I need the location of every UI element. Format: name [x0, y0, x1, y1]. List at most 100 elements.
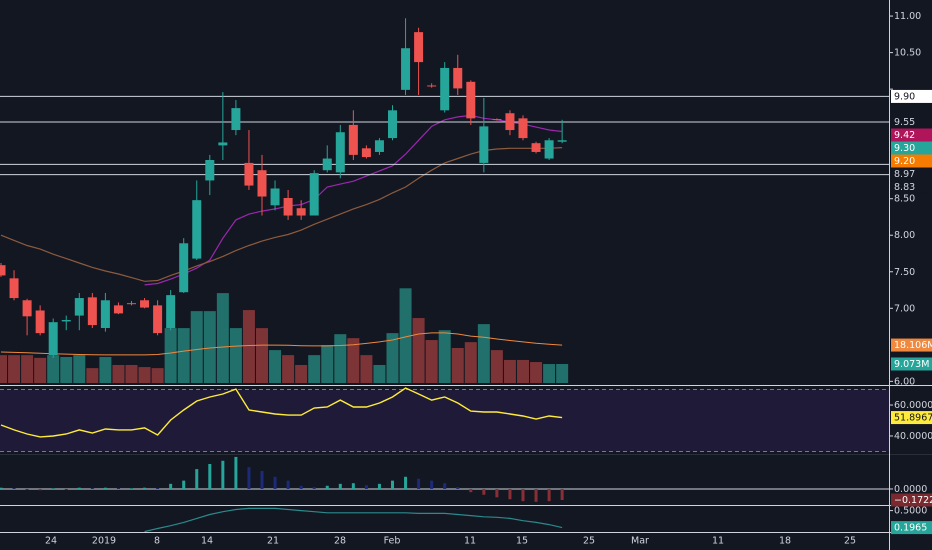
- histogram-bar: [534, 488, 538, 502]
- candle-body: [427, 85, 437, 87]
- level-label-box: [891, 180, 932, 194]
- price-marker-box: [891, 154, 932, 168]
- histogram-bar: [247, 467, 251, 489]
- histogram-bar: [417, 478, 421, 489]
- histogram-bar: [560, 488, 564, 501]
- volume-bar: [399, 288, 412, 383]
- candle-body: [492, 119, 502, 121]
- candle-body: [557, 140, 567, 142]
- candle-body: [205, 159, 215, 181]
- candle-body: [113, 305, 123, 314]
- histogram-bar: [51, 488, 55, 489]
- y-tick-label: 0.5000: [894, 506, 927, 517]
- volume-bar: [334, 334, 347, 383]
- histogram-marker-box: [891, 493, 932, 507]
- histogram-bar: [325, 485, 329, 489]
- volume-bar: [190, 311, 203, 383]
- level-label-box: [891, 167, 932, 181]
- plot-area: [0, 18, 890, 533]
- candle-body: [401, 48, 411, 90]
- volume-marker-box: [891, 338, 932, 352]
- volume-bar: [530, 362, 543, 383]
- candle-body: [374, 140, 384, 152]
- volume-bar: [451, 348, 464, 383]
- x-tick-label: 11: [712, 536, 724, 547]
- histogram-bar: [143, 487, 147, 489]
- candle-body: [166, 295, 176, 329]
- volume-bar: [464, 342, 477, 383]
- candle-body: [453, 67, 463, 89]
- histogram-bar: [521, 488, 525, 502]
- candle-body: [466, 81, 476, 119]
- candle-body: [283, 197, 293, 216]
- histogram-bar: [156, 488, 160, 489]
- histogram-bar: [482, 488, 486, 495]
- candle-body: [100, 300, 110, 329]
- histogram-bar: [469, 488, 473, 493]
- volume-bar: [295, 364, 308, 383]
- candle-body: [231, 108, 241, 131]
- price-marker: 9.30: [894, 143, 915, 154]
- histogram-bar: [377, 483, 381, 489]
- volume-bar: [543, 364, 556, 383]
- candle-body: [531, 143, 541, 152]
- volume-marker: 9.073M: [894, 359, 929, 370]
- histogram-bar: [364, 485, 368, 489]
- level-label-box: [891, 115, 932, 129]
- price-marker-box: [891, 128, 932, 142]
- volume-bar: [360, 355, 373, 383]
- x-tick-label: 28: [334, 536, 346, 547]
- price-marker: 9.20: [894, 156, 915, 167]
- candle-body: [505, 113, 515, 131]
- histogram-bar: [182, 480, 186, 489]
- volume-bar: [203, 311, 216, 383]
- volume-bar: [517, 359, 529, 383]
- volume-ma-line: [0, 332, 563, 356]
- volume-bar: [490, 350, 503, 383]
- oscillator-marker: 0.1965: [894, 523, 927, 534]
- candle-body: [348, 124, 358, 155]
- candle-body: [518, 118, 528, 139]
- histogram-bar: [508, 488, 512, 500]
- level-label: 8.97: [894, 169, 915, 180]
- volume-bar: [125, 364, 138, 383]
- volume-bar: [373, 364, 386, 383]
- volume-bar: [60, 357, 73, 383]
- candle-body: [127, 303, 136, 305]
- y-tick-label: 7.00: [894, 303, 915, 314]
- histogram-bar: [443, 483, 447, 489]
- volume-bar: [86, 368, 99, 383]
- volume-bar: [229, 328, 242, 383]
- histogram-bar: [195, 469, 199, 489]
- candle-body: [192, 200, 202, 259]
- candle-body: [87, 297, 97, 326]
- candle-body: [0, 265, 6, 276]
- volume-bar: [386, 333, 399, 383]
- volume-marker: 18.106M: [894, 340, 932, 351]
- y-tick-label: 7.50: [894, 267, 915, 278]
- candle-body: [440, 67, 450, 111]
- volume-bar: [556, 363, 569, 383]
- volume-bar: [308, 355, 321, 383]
- x-tick-label: 2019: [92, 536, 116, 547]
- histogram-bar: [64, 488, 68, 490]
- price-marker: 9.42: [894, 130, 915, 141]
- candle-body: [61, 319, 71, 322]
- moving-average-line: [0, 147, 563, 282]
- histogram-bar: [312, 487, 316, 489]
- histogram-bar: [90, 488, 94, 489]
- x-tick-label: 15: [516, 536, 528, 547]
- x-tick-label: 18: [779, 536, 791, 547]
- volume-bar: [151, 368, 164, 383]
- candle-body: [544, 140, 554, 159]
- y-tick-label: 0.0000: [894, 484, 927, 495]
- candle-body: [218, 142, 228, 146]
- histogram-bar: [0, 487, 3, 489]
- histogram-bar: [77, 487, 81, 489]
- y-tick-label: 11.00: [894, 11, 921, 22]
- candle-body: [22, 300, 32, 317]
- volume-bar: [177, 328, 190, 383]
- candle-body: [335, 132, 345, 173]
